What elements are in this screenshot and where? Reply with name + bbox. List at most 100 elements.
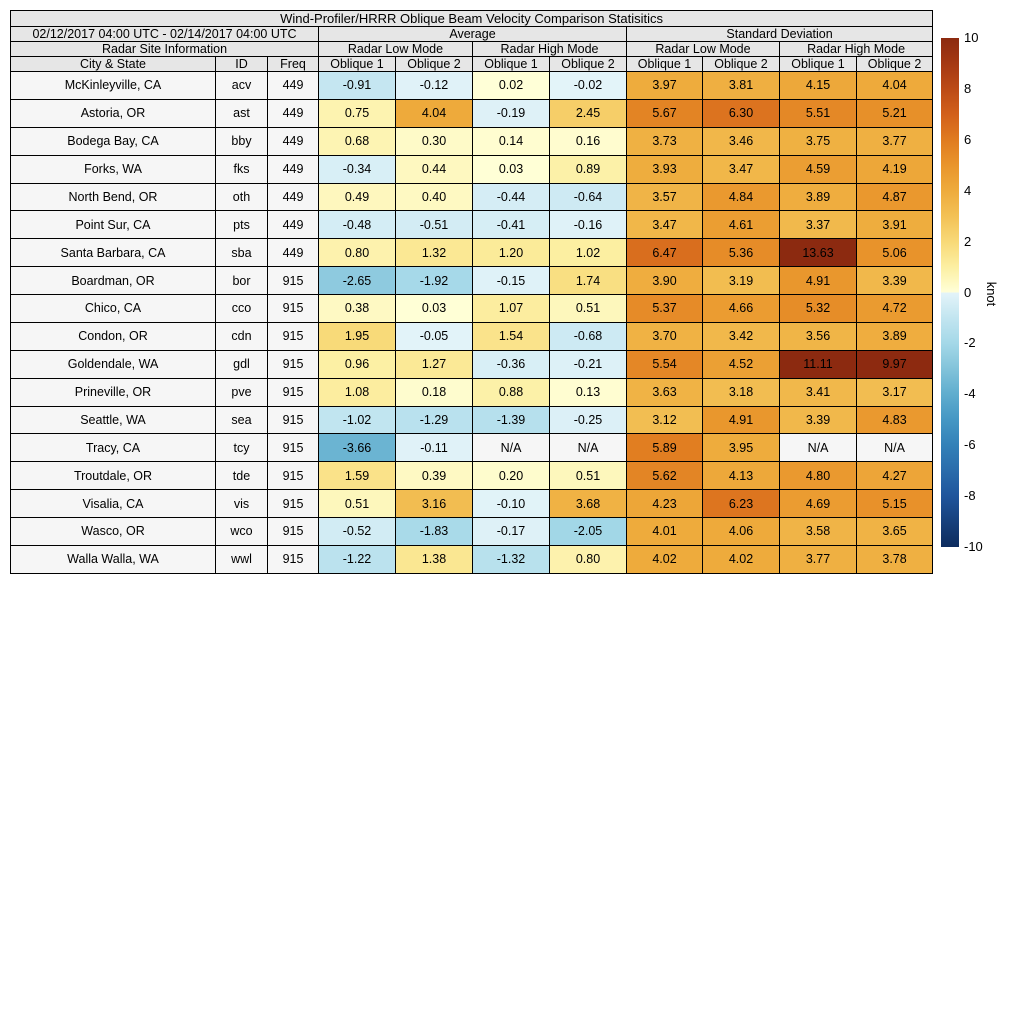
value-cell: -0.48 [318, 210, 396, 240]
date-range: 02/12/2017 04:00 UTC - 02/14/2017 04:00 … [10, 26, 319, 42]
value-cell: 0.30 [395, 126, 473, 156]
group-header-std: Standard Deviation [625, 26, 934, 42]
table-row: Troutdale, OR tde 915 1.59 0.39 0.20 0.51 5.62 4… [10, 461, 934, 491]
value-cell: 4.04 [395, 98, 473, 128]
site-id-cell: vis [215, 489, 268, 518]
freq-cell: 915 [267, 433, 319, 463]
value-cell: 1.20 [472, 238, 550, 268]
value-cell: 11.11 [779, 349, 857, 379]
value-cell: 5.21 [855, 98, 934, 128]
city-cell: Forks, WA [10, 154, 216, 184]
value-cell: 0.51 [549, 294, 627, 323]
value-cell: 4.02 [702, 544, 780, 575]
freq-cell: 449 [267, 182, 319, 212]
value-cell: 3.57 [626, 182, 703, 212]
table-row: McKinleyville, CA acv 449 -0.91 -0.12 0.02 -0.… [10, 71, 934, 100]
value-cell: 4.06 [702, 517, 780, 546]
value-cell: 0.49 [318, 182, 396, 212]
freq-cell: 915 [267, 377, 319, 407]
value-cell: -0.05 [395, 321, 473, 351]
site-id-cell: sea [215, 405, 268, 435]
value-cell: 3.56 [779, 321, 857, 351]
table-row: Boardman, OR bor 915 -2.65 -1.92 -0.15 1.74 3.9… [10, 266, 934, 295]
value-cell: -0.19 [472, 98, 550, 128]
value-cell: 3.37 [779, 210, 857, 240]
value-cell: 3.63 [626, 377, 703, 407]
value-cell: 6.47 [626, 238, 703, 268]
mode-header: Radar Low Mode [626, 41, 780, 57]
value-cell: 0.51 [549, 461, 627, 491]
value-cell: 4.23 [626, 489, 703, 518]
value-cell: 0.51 [318, 489, 396, 518]
value-cell: 1.07 [472, 294, 550, 323]
value-cell: 0.89 [549, 154, 627, 184]
table-title: Wind-Profiler/HRRR Oblique Beam Velocity… [9, 10, 934, 27]
city-cell: Chico, CA [10, 294, 216, 323]
city-cell: North Bend, OR [10, 182, 216, 212]
column-header: Oblique 1 [472, 56, 550, 72]
value-cell: 5.62 [626, 461, 703, 491]
value-cell: -0.64 [549, 182, 627, 212]
freq-cell: 449 [267, 98, 319, 128]
freq-cell: 915 [267, 294, 319, 323]
table-row: Visalia, CA vis 915 0.51 3.16 -0.10 3.68 4.23 6.… [10, 489, 934, 518]
value-cell: 4.15 [779, 71, 857, 100]
site-id-cell: cco [215, 294, 268, 323]
value-cell: -0.25 [549, 405, 627, 435]
value-cell: 3.73 [626, 126, 703, 156]
colorbar-tick-label: -4 [964, 386, 976, 402]
city-cell: Astoria, OR [10, 98, 216, 128]
value-cell: -0.11 [395, 433, 473, 463]
freq-cell: 449 [267, 154, 319, 184]
colorbar-tick-label: 6 [964, 131, 972, 147]
value-cell: 4.72 [855, 294, 934, 323]
site-id-cell: oth [215, 182, 268, 212]
value-cell: -1.22 [318, 544, 396, 575]
freq-cell: 915 [267, 349, 319, 379]
value-cell: -0.10 [472, 489, 550, 518]
site-id-cell: bby [215, 126, 268, 156]
mode-header: Radar Low Mode [318, 41, 473, 57]
table-row: Seattle, WA sea 915 -1.02 -1.29 -1.39 -0.25 3.1… [10, 405, 934, 435]
site-id-cell: gdl [215, 349, 268, 379]
value-cell: 0.13 [549, 377, 627, 407]
value-cell: 1.32 [395, 238, 473, 268]
value-cell: 4.69 [779, 489, 857, 518]
value-cell: 0.03 [395, 294, 473, 323]
city-cell: Bodega Bay, CA [10, 126, 216, 156]
value-cell: 1.54 [472, 321, 550, 351]
value-cell: 3.77 [855, 126, 934, 156]
city-cell: Goldendale, WA [10, 349, 216, 379]
value-cell: 4.13 [702, 461, 780, 491]
table-row: Tracy, CA tcy 915 -3.66 -0.11 N/A N/A 5.89 3.95 N… [10, 433, 934, 463]
colorbar-gradient [941, 38, 959, 547]
column-header: City & State [10, 56, 216, 72]
freq-cell: 915 [267, 405, 319, 435]
value-cell: 3.65 [855, 517, 934, 546]
value-cell: 0.80 [549, 544, 627, 575]
value-cell: 3.91 [855, 210, 934, 240]
column-header: Oblique 2 [855, 56, 934, 72]
value-cell: 4.01 [626, 517, 703, 546]
site-id-cell: sba [215, 238, 268, 268]
mode-header: Radar High Mode [778, 41, 934, 57]
value-cell: N/A [549, 433, 627, 463]
value-cell: 3.39 [779, 405, 857, 435]
value-cell: 4.87 [855, 182, 934, 212]
table-row: Wasco, OR wco 915 -0.52 -1.83 -0.17 -2.05 4.01 4… [10, 517, 934, 546]
value-cell: 5.36 [702, 238, 780, 268]
freq-cell: 449 [267, 126, 319, 156]
value-cell: 3.89 [855, 321, 934, 351]
value-cell: 5.67 [626, 98, 703, 128]
value-cell: 6.30 [702, 98, 780, 128]
value-cell: 4.04 [855, 71, 934, 100]
value-cell: -0.02 [549, 71, 627, 100]
value-cell: 5.15 [855, 489, 934, 518]
column-header: Oblique 1 [318, 56, 396, 72]
value-cell: -2.05 [549, 517, 627, 546]
value-cell: -1.83 [395, 517, 473, 546]
value-cell: -2.65 [318, 266, 396, 295]
value-cell: 0.40 [395, 182, 473, 212]
site-id-cell: pts [215, 210, 268, 240]
value-cell: 4.91 [779, 266, 857, 295]
